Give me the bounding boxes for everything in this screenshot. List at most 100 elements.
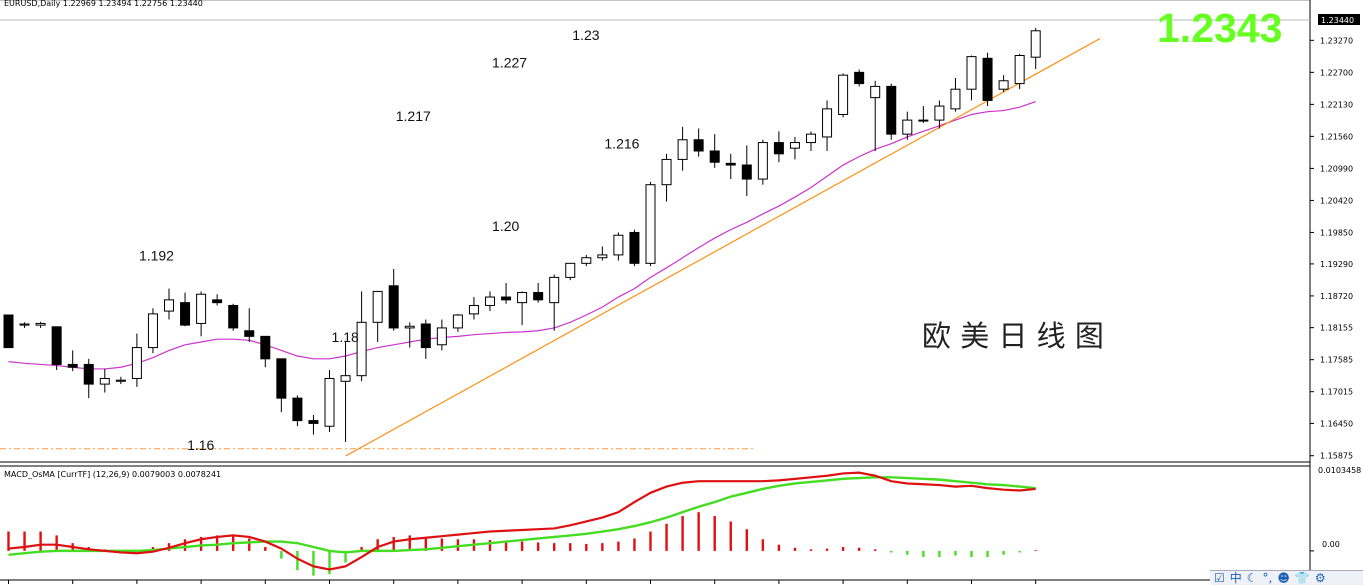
candle-bull [340, 375, 351, 382]
candle-bear [725, 162, 736, 166]
price-tick-label: 1.23270 [1320, 36, 1353, 45]
macd-pane [7, 471, 1314, 576]
candle-bear [693, 139, 704, 152]
candle-bull [164, 299, 174, 312]
candle-bear [292, 397, 303, 422]
macd-main-line [8, 471, 1036, 571]
candle-bear [501, 296, 512, 301]
price-annotation: 1.217 [396, 108, 431, 124]
candle-bear [533, 292, 544, 301]
price-tick-label: 1.22700 [1320, 68, 1353, 77]
price-tick-label: 1.20990 [1320, 164, 1353, 173]
tray-moon-icon[interactable]: ☾ [1246, 571, 1258, 585]
candle-bull [196, 293, 207, 324]
price-tick-label: 1.19290 [1320, 260, 1353, 269]
candle-bull [597, 254, 608, 259]
candle-bull [131, 347, 142, 379]
candle-bull [356, 321, 367, 377]
tray-ime-icon[interactable]: 中 [1229, 571, 1242, 585]
price-annotation: 1.20 [492, 218, 519, 234]
price-tick-label: 1.17015 [1320, 388, 1353, 397]
candle-bull [549, 276, 560, 304]
candle-bull [918, 119, 929, 122]
candle-bull [1014, 54, 1025, 85]
macd-top-label: 0.0103458 [1318, 466, 1361, 475]
macd-header: MACD_OsMA [CurrTF] (12,26,9) 0.0079003 0… [4, 470, 221, 479]
candle-bull [35, 322, 46, 326]
candle-bull [789, 142, 800, 149]
candle-bull [822, 108, 833, 138]
price-annotation: 1.16 [187, 437, 214, 453]
candle-bear [67, 363, 78, 368]
candle-bear [212, 299, 223, 304]
candle-bull [115, 379, 126, 382]
chart-title-cn: 欧 美 日 线 图 [922, 319, 1104, 353]
price-annotation: 1.18 [332, 329, 359, 345]
candle-bull [661, 158, 672, 186]
price-tick-label: 1.22130 [1320, 100, 1353, 109]
candle-bear [886, 85, 897, 135]
tray-punct-icon[interactable]: °, [1262, 571, 1273, 585]
candle-bear [228, 304, 239, 329]
time-axis-ticks [8, 580, 1037, 584]
system-tray: ☑ 中 ☾ °, ☻ 👕 ⚙ [1210, 570, 1363, 585]
candle-bear [773, 142, 784, 155]
macd-zero-label: 0.00 [1322, 540, 1340, 549]
candle-bull [902, 119, 913, 135]
candle-bull [452, 314, 463, 329]
candle-bull [934, 105, 945, 121]
price-axis: 1.23270 1.22700 1.22130 1.21560 1.20990 1.204… [1310, 36, 1353, 461]
candle-bull [517, 292, 528, 304]
candle-bull [870, 85, 881, 99]
current-price-box [1318, 14, 1360, 25]
candle-bull [565, 262, 576, 278]
price-tick-label: 1.15875 [1320, 452, 1353, 461]
candle-bear [629, 231, 640, 264]
tray-user-icon[interactable]: ☻ [1277, 571, 1290, 585]
candle-bull [468, 304, 479, 315]
price-tick-label: 1.18720 [1320, 292, 1353, 301]
candle-bull [1030, 30, 1041, 58]
macd-signal-line [8, 476, 1036, 556]
price-annotation: 1.192 [139, 248, 174, 264]
candle-bear [244, 330, 255, 337]
candle-bear [83, 363, 94, 385]
candle-bear [741, 164, 752, 180]
candle-bull [613, 234, 624, 256]
candle-bear [3, 314, 14, 349]
current-price-label: 1.23440 [1321, 16, 1354, 25]
candles [3, 27, 1041, 442]
candle-bear [854, 71, 865, 85]
candle-bear [51, 326, 62, 365]
candle-bull [645, 184, 656, 264]
candle-bear [308, 420, 319, 424]
candle-bull [436, 327, 447, 346]
price-tick-label: 1.18155 [1320, 324, 1353, 333]
price-tick-label: 1.17585 [1320, 356, 1353, 365]
candle-bear [388, 285, 399, 329]
tray-shirt-icon[interactable]: 👕 [1294, 571, 1310, 585]
moving-average-line [8, 100, 1036, 370]
price-annotation: 1.227 [492, 54, 527, 70]
candle-bull [19, 323, 30, 326]
big-price: 1.2343 [1157, 5, 1282, 51]
candle-bear [180, 302, 191, 326]
price-tick-label: 1.19850 [1320, 228, 1353, 237]
price-annotations: 1.192 1.217 1.227 1.23 1.216 1.20 1.18 1.16 [139, 27, 640, 453]
candle-bull [581, 257, 592, 264]
candle-bear [260, 335, 271, 360]
candle-bull [998, 80, 1009, 90]
tray-settings-icon[interactable]: ⚙ [1314, 571, 1326, 585]
price-tick-label: 1.16450 [1320, 419, 1353, 428]
moving-average [8, 100, 1036, 370]
candle-bull [806, 133, 816, 144]
symbol-header: EURUSD,Daily 1.22969 1.23494 1.22756 1.2… [4, 0, 203, 8]
candle-bull [99, 377, 110, 385]
support-trendline [345, 38, 1101, 457]
candle-bull [485, 296, 495, 306]
price-tick-label: 1.21560 [1320, 132, 1353, 141]
candle-bull [838, 74, 849, 115]
price-annotation: 1.23 [572, 27, 599, 43]
tray-edit-icon[interactable]: ☑ [1214, 571, 1225, 585]
